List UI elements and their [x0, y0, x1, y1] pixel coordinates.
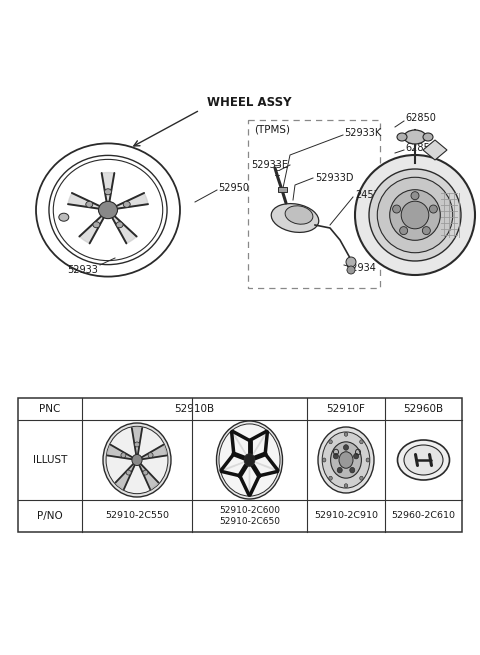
Circle shape [377, 178, 453, 253]
Ellipse shape [423, 133, 433, 141]
Text: 52950: 52950 [218, 183, 249, 193]
Text: PNC: PNC [39, 404, 60, 414]
Ellipse shape [337, 468, 342, 473]
Text: 62852: 62852 [405, 143, 436, 153]
Circle shape [400, 227, 408, 234]
Ellipse shape [219, 424, 280, 496]
Ellipse shape [244, 454, 255, 466]
Text: 24537: 24537 [355, 190, 386, 200]
Text: 52910-2C550: 52910-2C550 [105, 512, 169, 521]
Polygon shape [139, 464, 158, 489]
Ellipse shape [105, 189, 111, 195]
Polygon shape [250, 460, 278, 472]
Polygon shape [102, 172, 114, 203]
Ellipse shape [143, 470, 148, 475]
Ellipse shape [323, 458, 326, 462]
Ellipse shape [271, 204, 319, 233]
Polygon shape [232, 431, 250, 460]
Ellipse shape [148, 453, 153, 458]
Bar [18, 398, 462, 532]
Circle shape [393, 205, 401, 213]
Ellipse shape [103, 423, 171, 497]
Text: 52910-2C600
52910-2C650: 52910-2C600 52910-2C650 [219, 506, 280, 526]
Polygon shape [108, 445, 132, 459]
Ellipse shape [366, 458, 370, 462]
Circle shape [390, 190, 440, 240]
Ellipse shape [285, 206, 313, 224]
Text: 52910F: 52910F [326, 404, 365, 414]
Text: 52933K: 52933K [344, 128, 381, 138]
Ellipse shape [404, 445, 443, 475]
Polygon shape [115, 193, 148, 209]
Circle shape [401, 201, 429, 229]
Ellipse shape [126, 470, 131, 475]
Ellipse shape [121, 453, 126, 458]
Text: 52933E: 52933E [251, 160, 288, 170]
Circle shape [346, 257, 356, 267]
Ellipse shape [344, 432, 348, 436]
Ellipse shape [339, 452, 353, 468]
Bar [278, 187, 287, 192]
Polygon shape [68, 193, 101, 209]
Ellipse shape [318, 427, 374, 493]
Circle shape [422, 227, 431, 234]
Ellipse shape [116, 222, 123, 228]
Text: 62850: 62850 [405, 113, 436, 123]
Text: (TPMS): (TPMS) [254, 125, 290, 135]
Ellipse shape [98, 201, 118, 219]
Text: 52933: 52933 [68, 265, 98, 275]
Text: WHEEL ASSY: WHEEL ASSY [207, 96, 291, 109]
Text: P/NO: P/NO [37, 511, 63, 521]
Polygon shape [249, 460, 250, 495]
Circle shape [355, 155, 475, 275]
Circle shape [369, 169, 461, 261]
Polygon shape [221, 460, 250, 472]
Polygon shape [132, 428, 142, 454]
Ellipse shape [216, 421, 283, 499]
Ellipse shape [397, 133, 407, 141]
Ellipse shape [134, 442, 140, 447]
Polygon shape [423, 140, 447, 160]
Ellipse shape [329, 440, 332, 444]
Ellipse shape [123, 201, 130, 208]
Polygon shape [250, 431, 267, 460]
Text: ILLUST: ILLUST [33, 455, 67, 465]
Ellipse shape [331, 442, 361, 478]
Ellipse shape [360, 476, 363, 480]
Text: 52960-2C610: 52960-2C610 [392, 512, 456, 521]
Ellipse shape [329, 476, 332, 480]
Circle shape [411, 192, 419, 200]
Text: 52933D: 52933D [315, 173, 353, 183]
Polygon shape [142, 445, 167, 459]
Ellipse shape [93, 222, 100, 228]
Ellipse shape [106, 426, 168, 494]
Ellipse shape [344, 484, 348, 488]
Ellipse shape [86, 201, 93, 208]
Circle shape [430, 205, 437, 213]
Ellipse shape [354, 453, 359, 459]
Ellipse shape [360, 440, 363, 444]
Polygon shape [79, 215, 105, 244]
Text: 52910-2C910: 52910-2C910 [314, 512, 378, 521]
Text: 52960B: 52960B [403, 404, 444, 414]
Polygon shape [111, 215, 137, 244]
Ellipse shape [344, 445, 348, 450]
Text: 52934: 52934 [345, 263, 376, 273]
Ellipse shape [350, 468, 355, 473]
Polygon shape [116, 464, 134, 489]
Ellipse shape [59, 214, 69, 221]
Ellipse shape [334, 453, 338, 459]
Ellipse shape [132, 455, 142, 466]
Circle shape [347, 266, 355, 274]
Ellipse shape [397, 440, 449, 480]
Ellipse shape [404, 130, 426, 144]
Text: 52910B: 52910B [174, 404, 215, 414]
Ellipse shape [322, 432, 370, 488]
